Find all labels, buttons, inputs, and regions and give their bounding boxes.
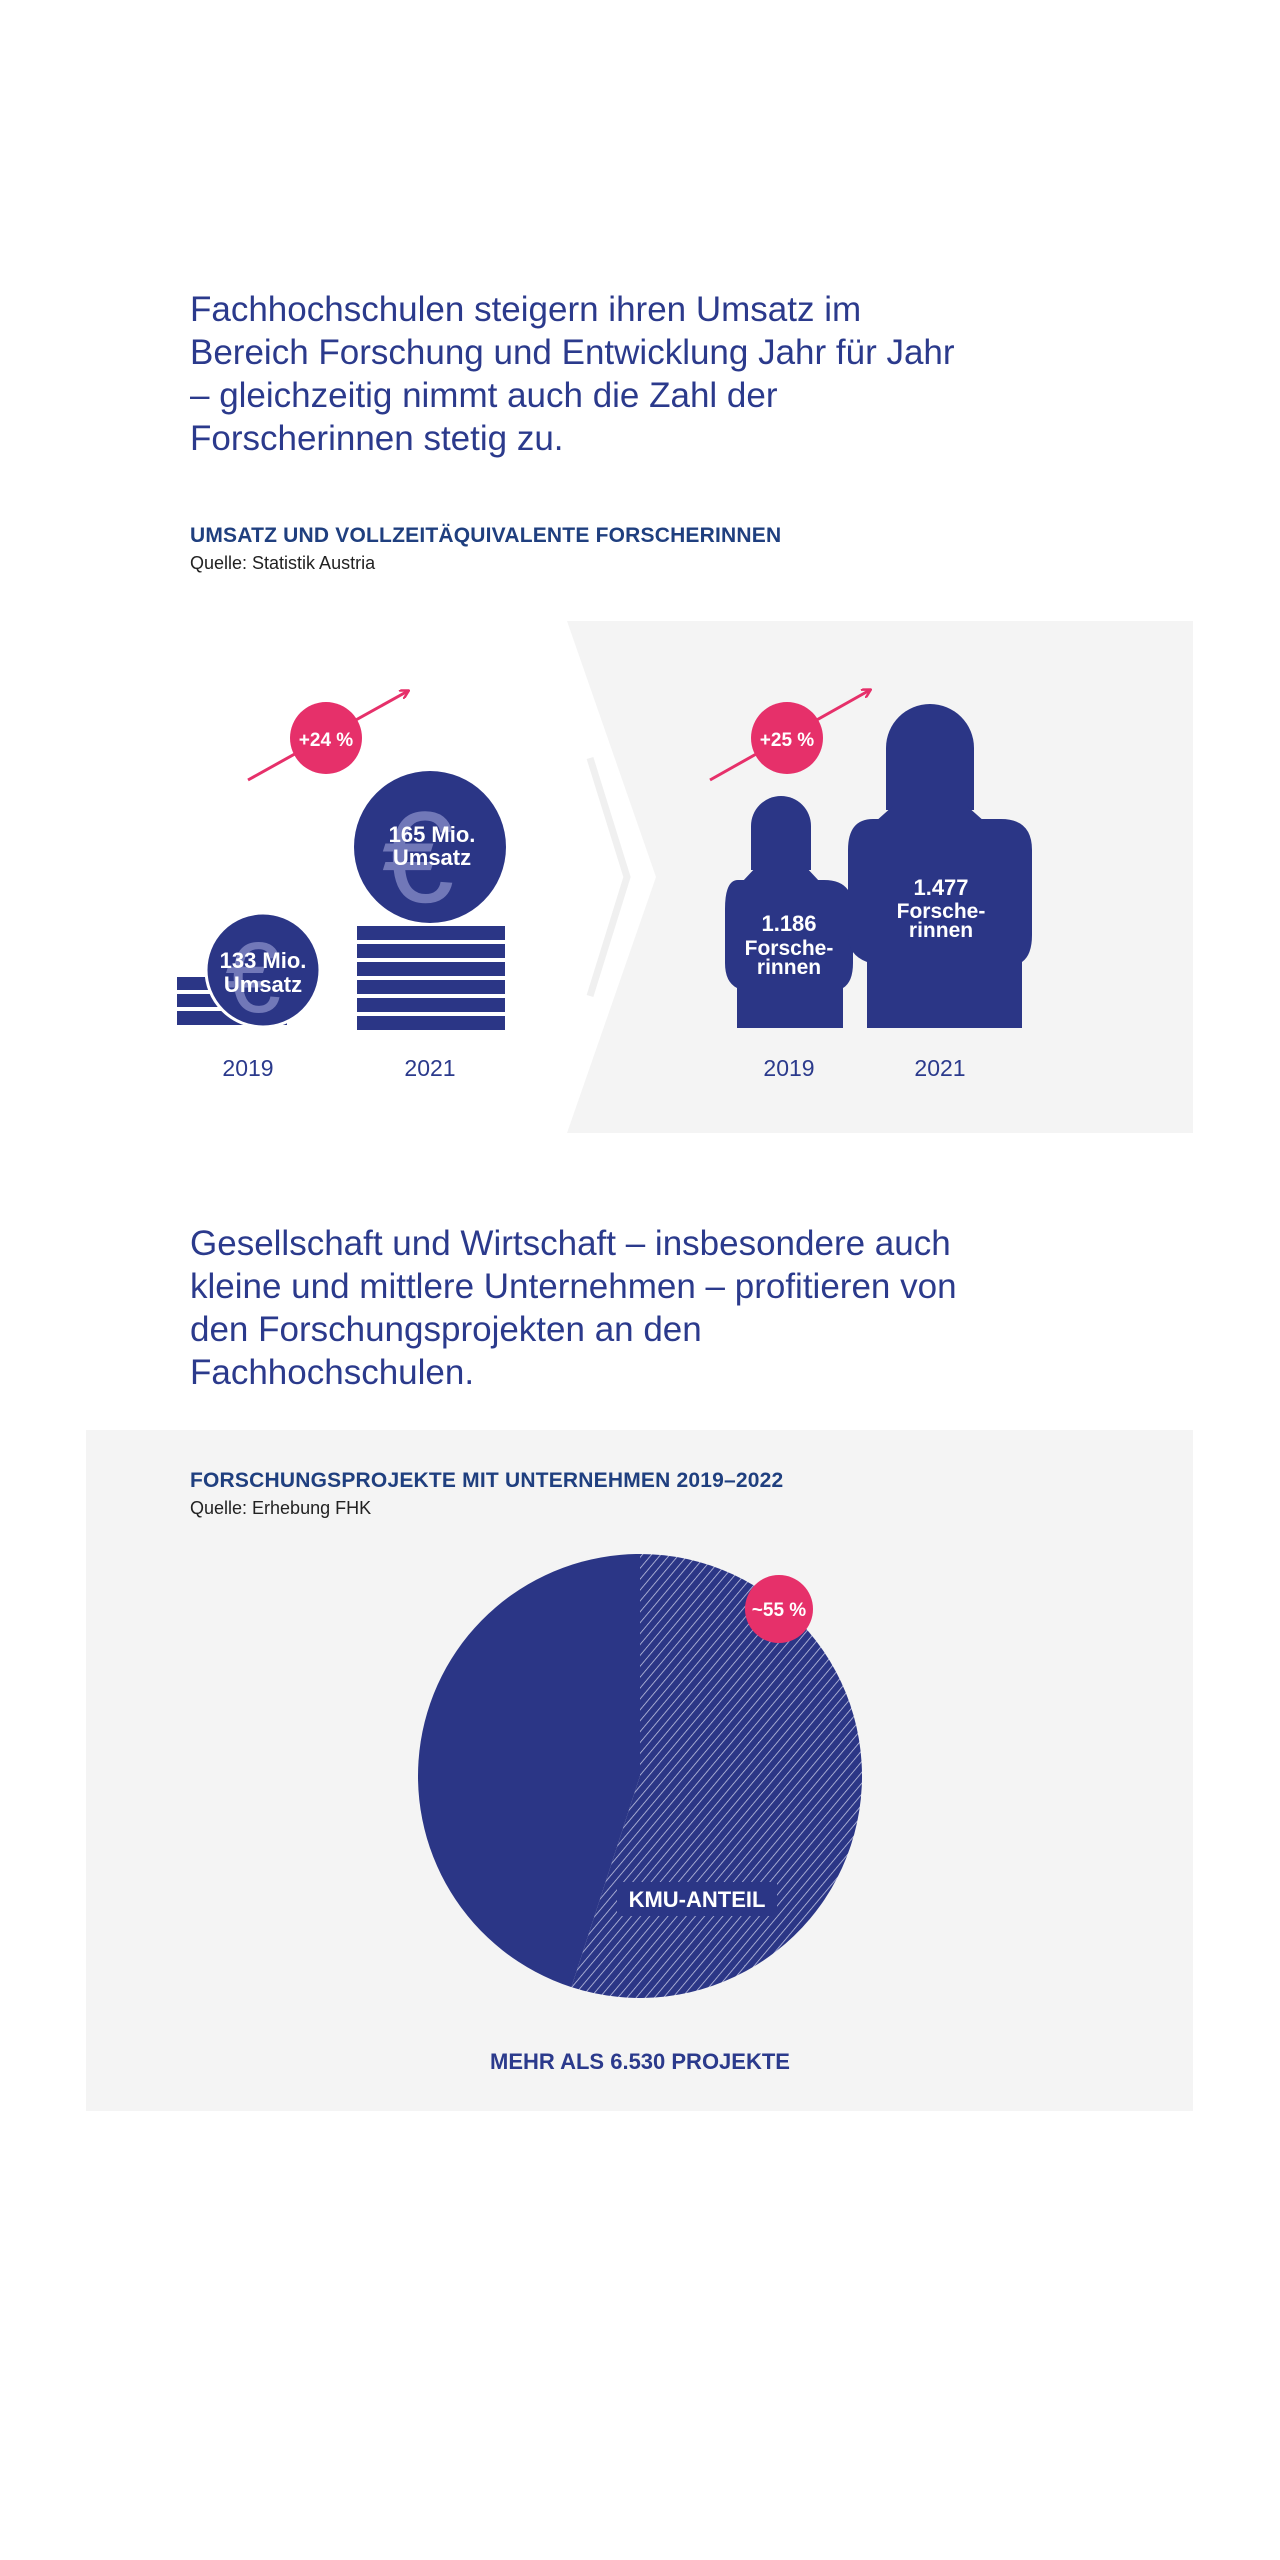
- revenue-growth-label: +24 %: [299, 730, 354, 751]
- euro-coin-2021: € 165 Mio. Umsatz: [354, 771, 506, 930]
- revenue-value-2021: 165 Mio.: [389, 822, 476, 847]
- researchers-label-2019-a: Forsche-: [745, 937, 834, 960]
- kmu-share-label: ~55 %: [752, 1600, 807, 1621]
- euro-symbol-icon: €: [382, 784, 454, 930]
- total-projects-label: MEHR ALS 6.530 PROJEKTE: [490, 2049, 790, 2074]
- coin-stack-2021: [357, 926, 505, 1030]
- researchers-year-2019: 2019: [763, 1055, 814, 1081]
- kmu-label-background: [617, 1882, 777, 1916]
- projects-pie-chart: KMU-ANTEIL ~55 % MEHR ALS 6.530 PROJEKTE: [418, 1554, 862, 2074]
- chart-source-statistik-austria: Quelle: Statistik Austria: [190, 553, 376, 573]
- intro-text-projects: Gesellschaft und Wirtschaft – insbesonde…: [190, 1224, 957, 1392]
- kmu-share-badge: [745, 1575, 813, 1643]
- chart-source-erhebung-fhk: Quelle: Erhebung FHK: [190, 1498, 372, 1518]
- researcher-figure-2021: 1.477 Forsche- rinnen: [848, 704, 1032, 1028]
- chevron-decoration-icon: [586, 756, 631, 998]
- researcher-figure-2019: 1.186 Forsche- rinnen: [725, 796, 853, 1028]
- revenue-year-2021: 2021: [404, 1055, 455, 1081]
- revenue-researchers-infographic: € 133 Mio. Umsatz € 165 Mio. Umsatz +24 …: [177, 621, 1193, 1133]
- kmu-slice-label: KMU-ANTEIL: [629, 1887, 766, 1912]
- chart-title-revenue-researchers: UMSATZ UND VOLLZEITÄQUIVALENTE FORSCHERI…: [190, 524, 782, 547]
- researchers-year-2021: 2021: [914, 1055, 965, 1081]
- researchers-value-2019: 1.186: [761, 911, 816, 936]
- revenue-label-2019: Umsatz: [224, 972, 302, 997]
- researchers-value-2021: 1.477: [913, 875, 968, 900]
- researchers-label-2019-b: rinnen: [757, 956, 821, 979]
- revenue-year-2019: 2019: [222, 1055, 273, 1081]
- euro-symbol-icon: €: [225, 922, 281, 1034]
- researchers-growth-badge: [751, 702, 823, 774]
- researchers-growth-label: +25 %: [760, 730, 815, 751]
- researchers-label-2021-b: rinnen: [909, 919, 973, 942]
- revenue-value-2019: 133 Mio.: [220, 948, 307, 973]
- intro-text-revenue: Fachhochschulen steigern ihren Umsatz im…: [190, 290, 955, 458]
- revenue-label-2021: Umsatz: [393, 845, 471, 870]
- chart-title-projects: FORSCHUNGSPROJEKTE MIT UNTERNEHMEN 2019–…: [190, 1469, 784, 1492]
- researchers-label-2021-a: Forsche-: [897, 900, 986, 923]
- pie-slice-andere-unternehmen: [418, 1554, 640, 1988]
- euro-coin-2019: € 133 Mio. Umsatz: [204, 911, 322, 1034]
- revenue-growth-badge: [290, 702, 362, 774]
